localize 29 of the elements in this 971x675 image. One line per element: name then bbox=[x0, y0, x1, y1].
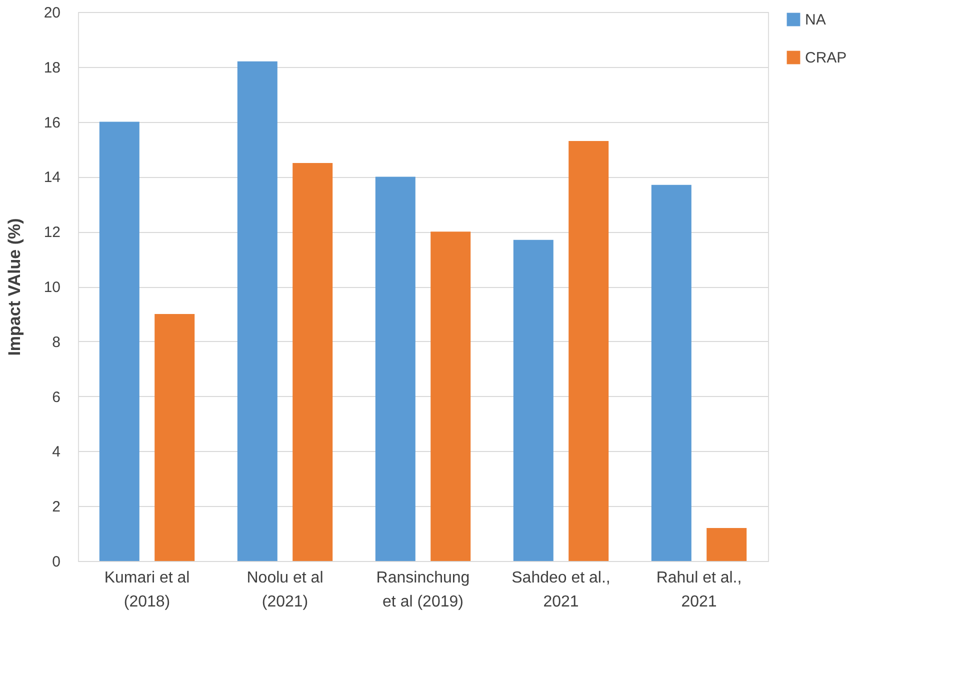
y-tick-label: 0 bbox=[52, 554, 60, 570]
bar bbox=[706, 528, 747, 561]
bar bbox=[237, 61, 278, 561]
y-tick-label: 14 bbox=[44, 169, 60, 186]
x-tick-label: Ransinchung et al (2019) bbox=[376, 570, 470, 610]
bar bbox=[154, 314, 195, 561]
y-tick-label: 4 bbox=[52, 444, 60, 461]
bar bbox=[568, 141, 609, 561]
y-tick-label: 16 bbox=[44, 114, 60, 132]
y-tick-label: 20 bbox=[44, 4, 60, 22]
bar bbox=[292, 162, 333, 561]
x-tick-label: Kumari et al (2018) bbox=[104, 570, 190, 610]
bar bbox=[375, 176, 416, 561]
bar bbox=[651, 184, 692, 561]
bar bbox=[513, 240, 554, 561]
legend-label: NA bbox=[805, 12, 826, 28]
bar bbox=[99, 122, 140, 561]
y-axis-title: Impact VAlue (%) bbox=[4, 218, 24, 356]
x-tick-label: Noolu et al (2021) bbox=[246, 570, 324, 610]
x-tick-label: Sahdeo et al., 2021 bbox=[512, 570, 610, 610]
y-tick-label: 12 bbox=[44, 224, 60, 242]
x-tick-label: Rahul et al., 2021 bbox=[656, 570, 742, 610]
y-tick-label: 2 bbox=[52, 498, 60, 516]
legend-label: CRAP bbox=[805, 50, 847, 66]
y-tick-label: 6 bbox=[52, 388, 60, 406]
y-tick-label: 8 bbox=[52, 334, 60, 351]
y-tick-label: 10 bbox=[44, 279, 60, 296]
bar bbox=[430, 232, 471, 561]
y-tick-label: 18 bbox=[44, 59, 60, 76]
